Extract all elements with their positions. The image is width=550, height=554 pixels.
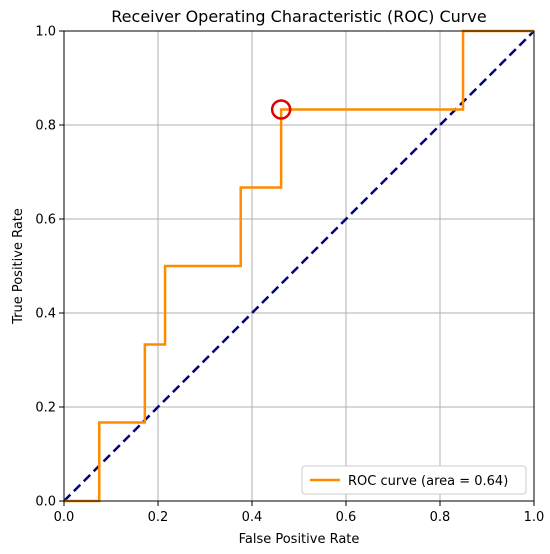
x-axis-label: False Positive Rate [239,532,360,547]
y-tick-label: 0.2 [35,401,56,416]
optimal-threshold-marker [270,99,292,120]
x-tick-label: 0.6 [336,510,357,525]
plot-frame [63,30,535,502]
y-tick-label: 1.0 [35,25,56,40]
y-tick-label: 0.8 [35,119,56,134]
y-tick-label: 0.4 [35,307,56,322]
x-tick-label: 0.0 [54,510,75,525]
legend-label: ROC curve (area = 0.64) [348,474,508,489]
y-tick-label: 0.6 [35,213,56,228]
legend: ROC curve (area = 0.64) [301,465,527,495]
legend-box [301,465,527,495]
series-layer [63,29,535,503]
chart-title: Receiver Operating Characteristic (ROC) … [111,7,486,26]
roc-curve-line [64,29,534,503]
y-tick-label: 0.0 [35,495,56,510]
y-axis-label: True Positive Rate [11,208,26,325]
x-tick-label: 0.8 [430,510,451,525]
x-tick-label: 0.4 [242,510,263,525]
x-tick-label: 0.2 [148,510,169,525]
x-tick-label: 1.0 [524,510,545,525]
ticks: 0.0 0.2 0.4 0.6 0.8 1.0 0.0 0.2 0.4 0.6 0.8 1.0 [35,25,544,526]
